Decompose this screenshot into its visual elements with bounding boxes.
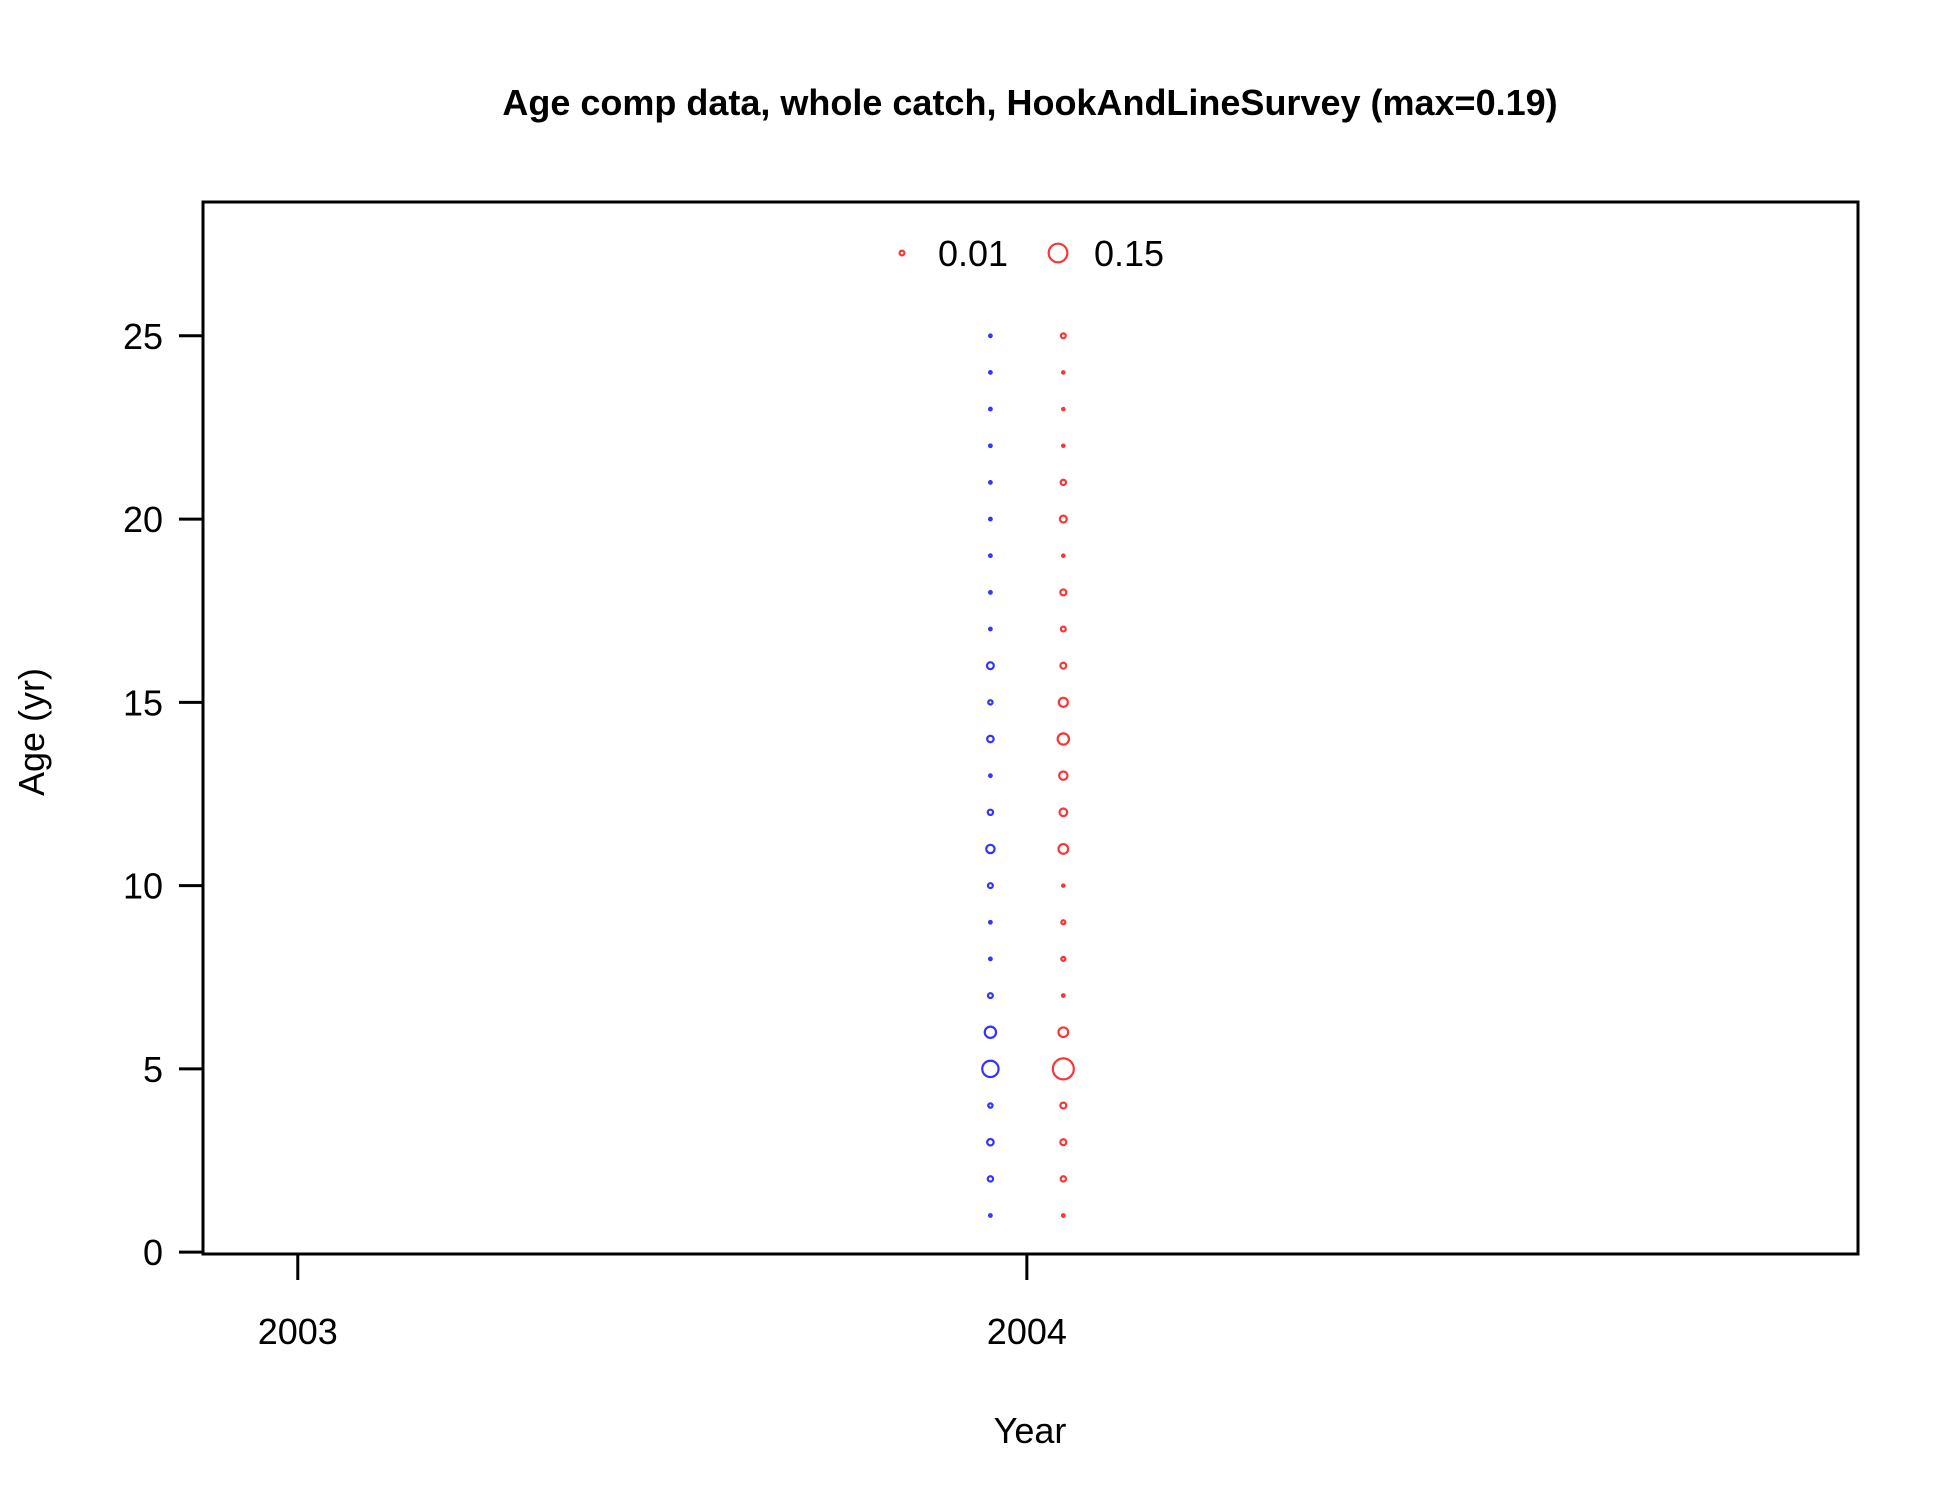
data-bubble bbox=[987, 919, 993, 925]
legend: 0.01 0.15 bbox=[898, 233, 1164, 274]
data-bubble bbox=[1060, 955, 1067, 963]
legend-bubble bbox=[898, 249, 906, 257]
data-bubble bbox=[986, 1175, 995, 1183]
data-bubble bbox=[1059, 625, 1067, 633]
data-bubble bbox=[986, 882, 994, 890]
y-tick-label: 25 bbox=[123, 316, 163, 357]
data-bubble bbox=[1058, 770, 1069, 781]
data-bubble bbox=[985, 661, 995, 671]
data-bubble bbox=[1057, 843, 1070, 855]
data-bubble bbox=[1059, 478, 1068, 487]
y-tick-label: 0 bbox=[143, 1232, 163, 1273]
data-bubble bbox=[987, 553, 993, 559]
data-bubble bbox=[1059, 1138, 1068, 1147]
y-tick-label: 5 bbox=[143, 1049, 163, 1090]
chart-title: Age comp data, whole catch, HookAndLineS… bbox=[502, 82, 1557, 123]
bubble-series-2 bbox=[1051, 332, 1075, 1218]
data-bubble bbox=[1061, 406, 1066, 412]
data-bubble bbox=[987, 773, 993, 779]
data-bubble bbox=[1061, 553, 1066, 559]
data-bubble bbox=[1059, 1175, 1068, 1183]
data-bubble bbox=[987, 370, 993, 375]
x-tick-label: 2003 bbox=[258, 1311, 338, 1352]
legend-bubble bbox=[1047, 242, 1069, 264]
data-bubble bbox=[987, 406, 993, 412]
y-tick-label: 20 bbox=[123, 499, 163, 540]
data-bubble bbox=[1061, 883, 1066, 888]
data-bubble bbox=[987, 516, 993, 522]
bubble-series-1 bbox=[981, 333, 1000, 1218]
y-axis: 0 5 10 15 20 25 bbox=[123, 316, 203, 1273]
data-bubble bbox=[987, 589, 993, 595]
data-bubble bbox=[1059, 661, 1068, 670]
data-bubble bbox=[986, 1137, 995, 1147]
x-axis: 2003 2004 bbox=[258, 1254, 1067, 1352]
bubble-series bbox=[981, 332, 1075, 1218]
data-bubble bbox=[987, 333, 993, 339]
legend-label: 0.01 bbox=[938, 233, 1008, 274]
data-bubble bbox=[987, 699, 994, 706]
data-bubble bbox=[1051, 1057, 1075, 1081]
x-axis-label: Year bbox=[994, 1410, 1067, 1451]
y-tick-label: 10 bbox=[123, 866, 163, 907]
data-bubble bbox=[1060, 993, 1066, 999]
data-bubble bbox=[985, 843, 996, 855]
data-bubble bbox=[1056, 732, 1071, 746]
y-axis-label: Age (yr) bbox=[11, 668, 52, 796]
data-bubble bbox=[987, 956, 993, 962]
data-bubble bbox=[1061, 370, 1066, 375]
data-bubble bbox=[987, 626, 993, 632]
data-bubble bbox=[986, 992, 994, 1000]
data-bubble bbox=[986, 734, 995, 744]
data-bubble bbox=[1058, 514, 1068, 524]
data-bubble bbox=[987, 479, 993, 485]
data-bubble bbox=[1059, 332, 1067, 340]
data-bubble bbox=[986, 808, 995, 817]
data-bubble bbox=[987, 443, 993, 449]
x-tick-label: 2004 bbox=[987, 1311, 1067, 1352]
data-bubble bbox=[1059, 588, 1068, 597]
data-bubble bbox=[981, 1059, 1000, 1079]
data-bubble bbox=[987, 1213, 993, 1218]
data-bubble bbox=[1060, 1213, 1066, 1218]
data-bubble bbox=[1058, 807, 1069, 818]
data-bubble bbox=[1061, 443, 1066, 449]
plot-frame bbox=[201, 200, 1860, 1256]
data-bubble bbox=[1060, 919, 1067, 926]
y-tick-label: 15 bbox=[123, 682, 163, 723]
data-bubble bbox=[987, 1102, 994, 1109]
data-bubble bbox=[1059, 1101, 1068, 1110]
data-bubble bbox=[1057, 696, 1069, 708]
legend-label: 0.15 bbox=[1094, 233, 1164, 274]
data-bubble bbox=[983, 1025, 998, 1039]
data-bubble bbox=[1057, 1026, 1070, 1039]
